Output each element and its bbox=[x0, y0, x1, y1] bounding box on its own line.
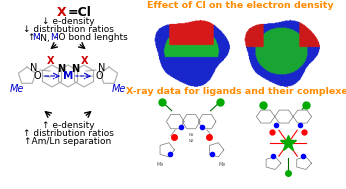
Text: Me: Me bbox=[157, 163, 164, 167]
Text: -N,: -N, bbox=[37, 33, 53, 43]
Text: ↑: ↑ bbox=[27, 33, 35, 43]
Text: M: M bbox=[32, 33, 40, 43]
Text: N: N bbox=[57, 64, 65, 74]
Text: M: M bbox=[63, 71, 73, 81]
Text: Me: Me bbox=[218, 163, 226, 167]
Text: ↑ e-density: ↑ e-density bbox=[42, 121, 94, 129]
Text: N1: N1 bbox=[189, 133, 194, 137]
Text: =Cl: =Cl bbox=[68, 5, 92, 19]
Text: O: O bbox=[33, 71, 41, 81]
Text: X: X bbox=[81, 56, 89, 66]
Text: Effect of Cl on the electron density: Effect of Cl on the electron density bbox=[147, 2, 333, 11]
Text: O: O bbox=[95, 71, 103, 81]
Text: N2: N2 bbox=[188, 139, 194, 143]
Text: X: X bbox=[57, 5, 67, 19]
Text: X: X bbox=[47, 56, 55, 66]
Text: -O bond lenghts: -O bond lenghts bbox=[55, 33, 128, 43]
Text: N: N bbox=[98, 63, 106, 73]
Text: ↓ distribution ratios: ↓ distribution ratios bbox=[22, 26, 113, 35]
Text: Me: Me bbox=[10, 84, 24, 94]
Text: N: N bbox=[71, 64, 79, 74]
Text: Me: Me bbox=[112, 84, 126, 94]
Text: ↑ distribution ratios: ↑ distribution ratios bbox=[22, 129, 113, 138]
Text: X-ray data for ligands and their complexes: X-ray data for ligands and their complex… bbox=[126, 88, 346, 97]
Text: ↓ e-density: ↓ e-density bbox=[42, 18, 94, 26]
Text: ↑Am/Ln separation: ↑Am/Ln separation bbox=[24, 136, 112, 146]
Text: N: N bbox=[30, 63, 38, 73]
Text: M: M bbox=[50, 33, 58, 43]
